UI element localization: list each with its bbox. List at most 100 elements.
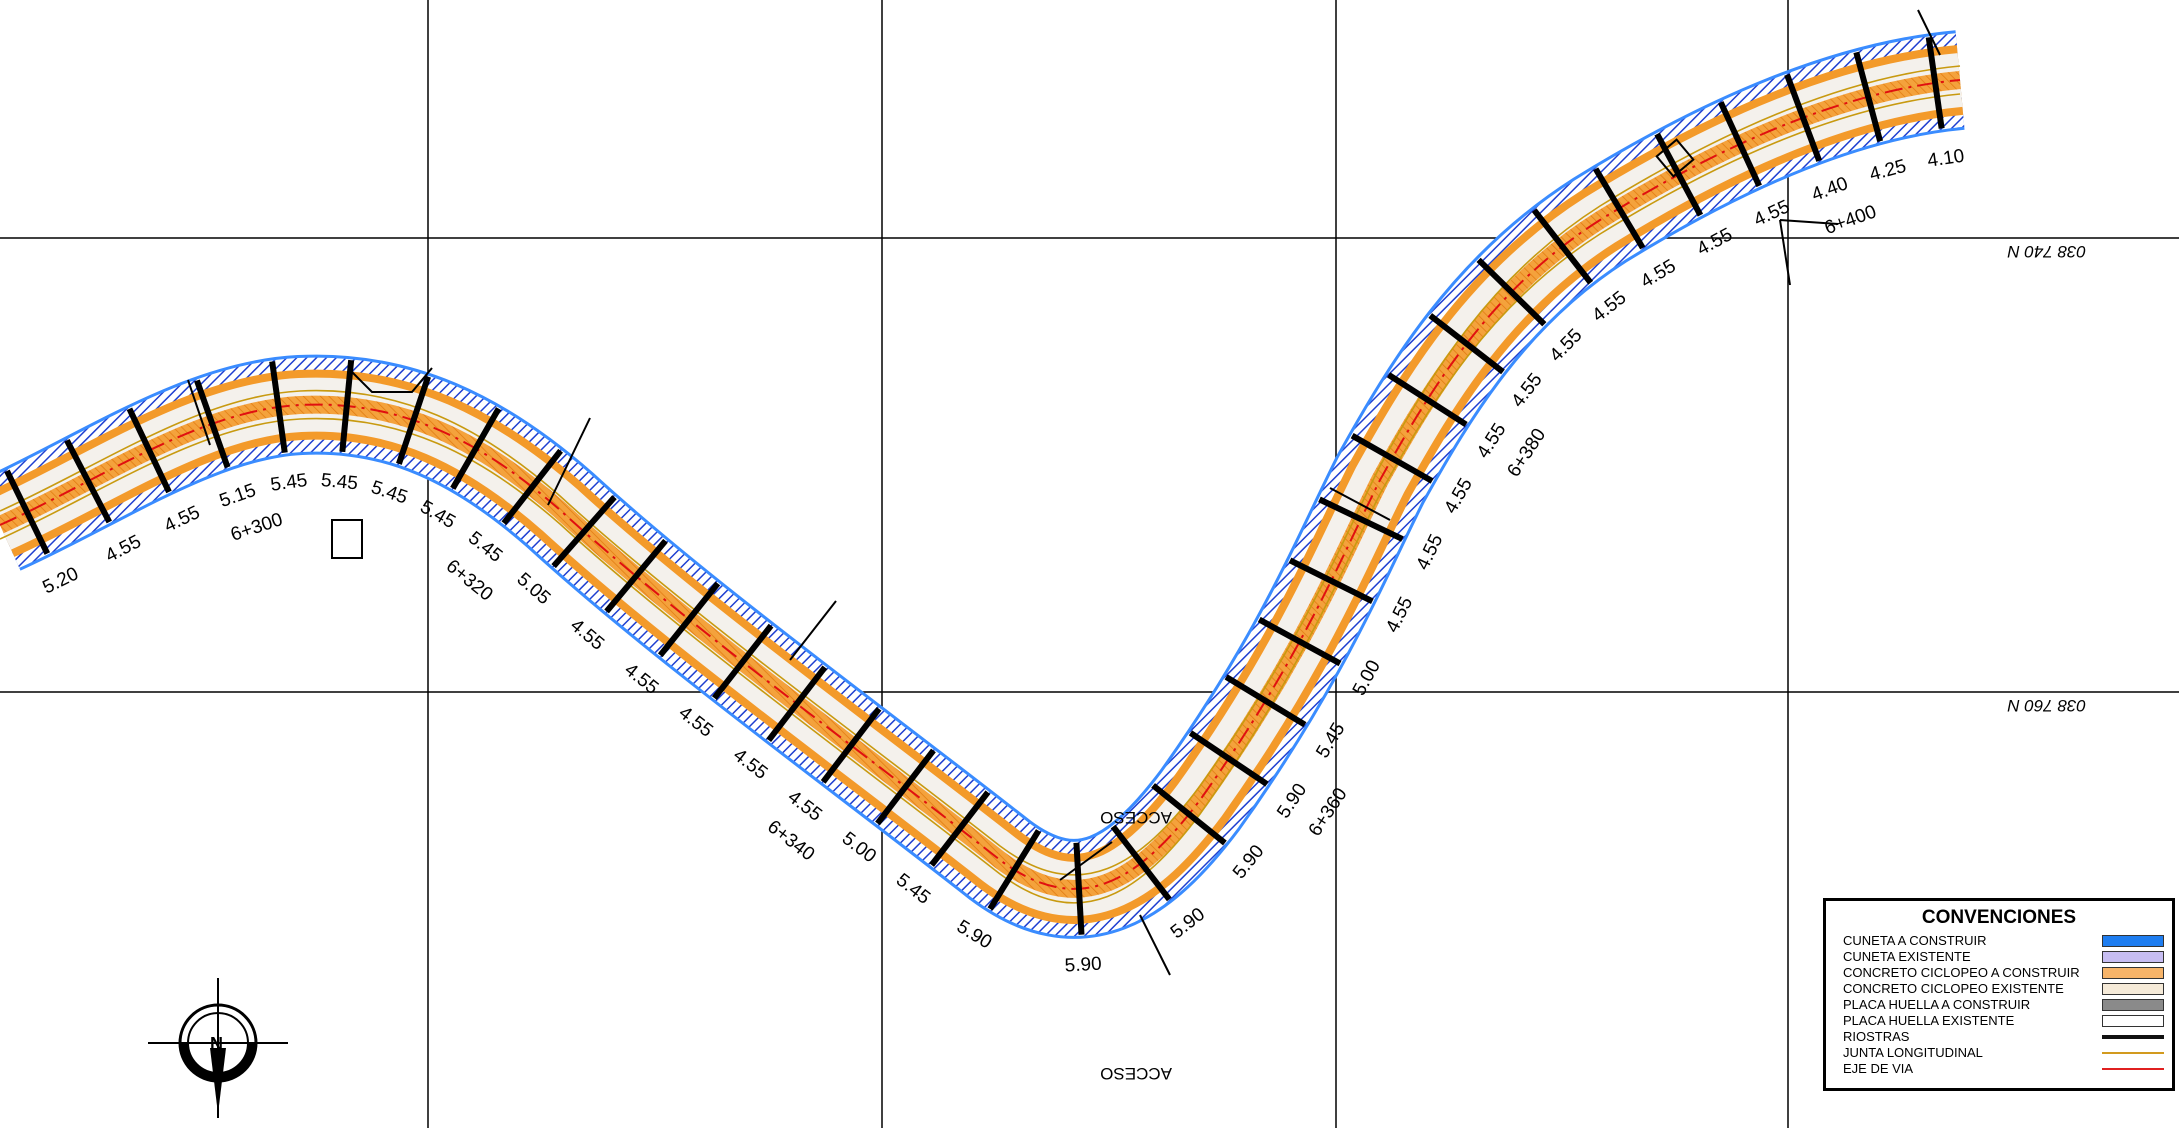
legend-swatch <box>2102 935 2164 947</box>
riostra <box>1188 730 1269 787</box>
width-label: 4.40 <box>1809 173 1851 206</box>
riostra <box>987 829 1042 911</box>
riostra <box>64 438 112 524</box>
legend-item-label: CUNETA A CONSTRUIR <box>1843 933 1987 948</box>
riostras-group <box>4 36 1945 935</box>
leader-line <box>789 600 837 661</box>
station-label: 6+320 <box>442 556 497 606</box>
riostra <box>657 581 721 658</box>
legend-item: CONCRETO CICLOPEO EXISTENTE <box>1826 981 2172 997</box>
width-label: 5.90 <box>1167 904 1209 943</box>
width-label: 5.00 <box>1349 657 1385 700</box>
riostra <box>1386 372 1468 428</box>
legend-item-label: CONCRETO CICLOPEO A CONSTRUIR <box>1843 965 2080 980</box>
width-label: 5.45 <box>464 527 506 566</box>
riostra <box>1318 496 1404 542</box>
legend-swatch <box>2102 1035 2164 1039</box>
legend-item-label: CUNETA EXISTENTE <box>1843 949 1971 964</box>
width-label: 4.55 <box>1507 369 1546 411</box>
leader-line <box>547 417 591 506</box>
width-label: 5.45 <box>368 477 410 509</box>
access-label-bottom: ACCESO <box>1100 1064 1172 1083</box>
leader-line <box>1059 841 1113 881</box>
leader-line <box>1329 487 1391 521</box>
width-label: 5.45 <box>320 470 359 494</box>
riostra <box>604 538 668 614</box>
culvert-outlet <box>331 519 363 559</box>
legend-swatch <box>2102 967 2164 979</box>
riostra <box>1350 433 1434 484</box>
width-label: 5.90 <box>1229 841 1269 883</box>
riostra <box>1718 101 1762 188</box>
legend-item-label: PLACA HUELLA A CONSTRUIR <box>1843 997 2031 1012</box>
width-label: 5.45 <box>1312 719 1349 762</box>
compass-lower-fill <box>180 1043 256 1081</box>
width-label: 5.00 <box>838 828 880 867</box>
riostra <box>820 707 882 784</box>
legend-item-label: PLACA HUELLA EXISTENTE <box>1843 1013 2015 1028</box>
width-label: 4.55 <box>675 702 717 741</box>
station-label: 6+340 <box>763 816 818 865</box>
width-label: 5.90 <box>1064 954 1102 977</box>
riostra <box>1257 616 1342 667</box>
riostra <box>929 790 991 867</box>
legend-item-label: EJE DE VIA <box>1843 1061 1914 1076</box>
width-label: 4.55 <box>1473 420 1511 462</box>
riostra <box>1853 51 1884 142</box>
width-label: 4.55 <box>729 745 771 784</box>
riostra <box>501 448 563 526</box>
width-label: 5.90 <box>1273 780 1311 822</box>
leader-line <box>187 379 211 446</box>
legend-rows: CUNETA A CONSTRUIR CUNETA EXISTENTE CONCRE… <box>1826 933 2172 1077</box>
riostra <box>1110 824 1172 902</box>
width-label: 4.55 <box>784 787 826 826</box>
riostra <box>450 407 502 490</box>
riostra <box>269 361 288 454</box>
box-culvert-left <box>351 367 433 393</box>
riostra <box>126 407 172 494</box>
legend-swatch <box>2102 951 2164 963</box>
legend-swatch <box>2102 983 2164 995</box>
leader-line <box>1139 914 1171 976</box>
legend-item: PLACA HUELLA A CONSTRUIR <box>1826 997 2172 1013</box>
width-label: 4.10 <box>1926 146 1966 172</box>
north-arrow: N <box>148 978 288 1118</box>
width-label: 4.55 <box>1694 224 1737 260</box>
riostra <box>1593 167 1646 250</box>
riostra <box>1476 257 1547 327</box>
riostra <box>766 665 828 743</box>
width-label: 4.55 <box>620 659 662 699</box>
width-label: 4.55 <box>566 615 608 655</box>
compass-letter: N <box>210 1034 223 1054</box>
riostra <box>1784 73 1822 162</box>
riostra <box>1428 313 1505 375</box>
culvert-top-right <box>1655 138 1695 178</box>
width-label: 4.55 <box>161 502 203 537</box>
width-label: 5.45 <box>416 497 459 534</box>
station-label: 6+360 <box>1305 784 1352 840</box>
width-label: 5.20 <box>39 563 81 598</box>
access-label-top: ACCESO <box>1100 808 1172 827</box>
riostra <box>4 469 51 555</box>
riostra <box>1288 557 1374 604</box>
riostra <box>712 623 774 700</box>
legend-swatch <box>2102 1068 2164 1070</box>
riostra <box>1654 132 1704 217</box>
riostra <box>551 495 617 569</box>
riostra <box>1224 674 1307 728</box>
width-label: 5.45 <box>892 870 934 909</box>
station-label: 6+380 <box>1503 425 1550 481</box>
riostra <box>396 375 431 465</box>
riostra <box>1151 783 1227 846</box>
legend-item: CUNETA EXISTENTE <box>1826 949 2172 965</box>
culvert-right-outlet <box>1779 219 1839 286</box>
legend-box: CONVENCIONES CUNETA A CONSTRUIR CUNETA EX… <box>1823 898 2175 1091</box>
compass-needle <box>210 1048 226 1114</box>
legend-swatch <box>2102 999 2164 1011</box>
riostra <box>1531 208 1594 285</box>
legend-title: CONVENCIONES <box>1921 907 2077 928</box>
junta-longitudinal <box>0 93 1961 904</box>
station-label: 6+300 <box>228 509 285 546</box>
width-label: 4.55 <box>1546 325 1587 366</box>
